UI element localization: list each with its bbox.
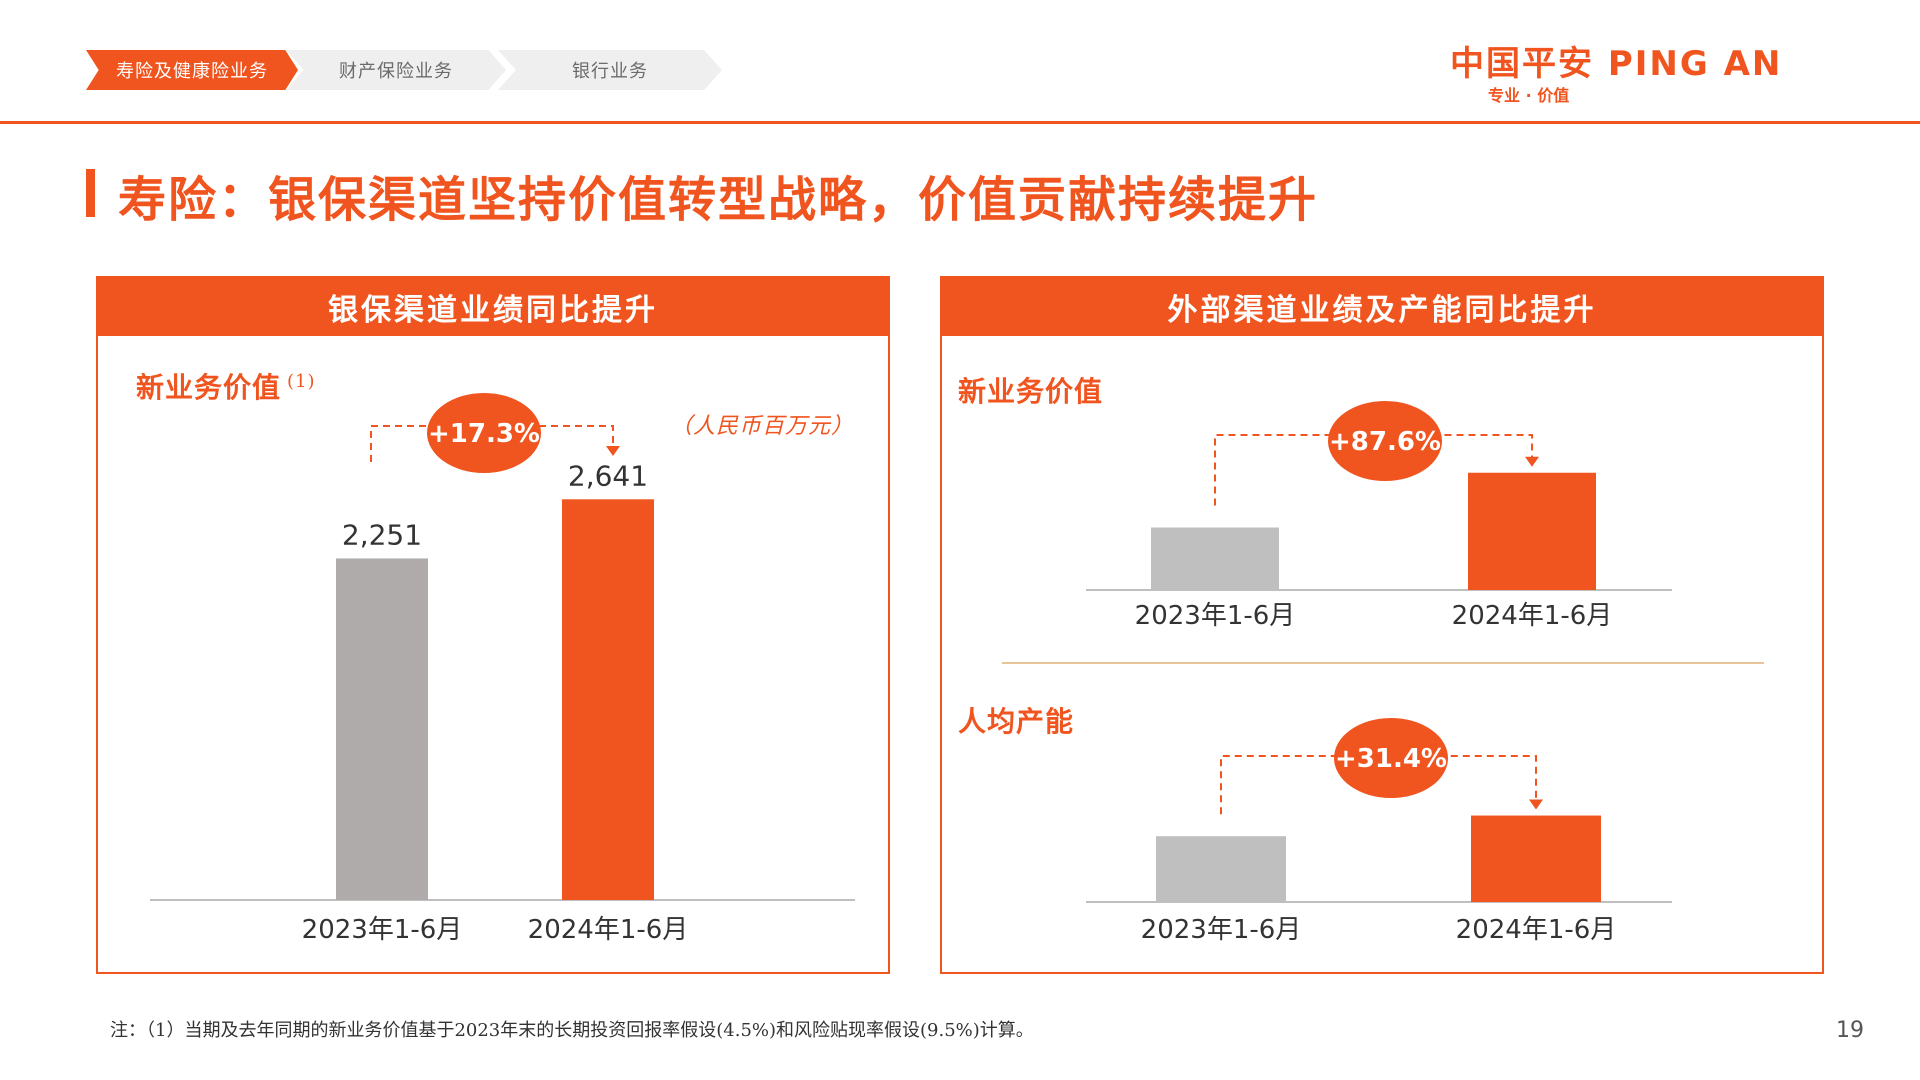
section-nbv-label: 新业务价值 (1) xyxy=(136,366,316,406)
section-productivity-label: 人均产能 xyxy=(958,705,1075,738)
chart-2-category-label: 2024年1-6月 xyxy=(1456,915,1617,945)
logo-tagline: 专业 · 价值 xyxy=(1488,86,1570,105)
chart-1-bar-2023 xyxy=(1151,527,1279,590)
chart-1-category-label: 2023年1-6月 xyxy=(1135,601,1296,631)
chart-0-value-label: 2,251 xyxy=(342,518,422,551)
chart-1-bar-2024 xyxy=(1468,472,1596,590)
chart-0-arrowhead xyxy=(606,446,620,456)
chart-1-growth-label: +87.6% xyxy=(1329,427,1441,457)
chart-2-arrowhead xyxy=(1529,799,1543,810)
panel-external-channel-header: 外部渠道业绩及产能同比提升 xyxy=(942,278,1822,336)
panel-bancassurance-header: 银保渠道业绩同比提升 xyxy=(98,278,888,336)
chart-2-growth-label: +31.4% xyxy=(1335,744,1447,774)
tab-banking[interactable]: 银行业务 xyxy=(498,50,722,90)
chart-2-bar-2024 xyxy=(1471,815,1601,902)
chart-0-bar-2024 xyxy=(562,499,654,900)
page-title: 寿险：银保渠道坚持价值转型战略，价值贡献持续提升 xyxy=(118,172,1319,228)
section-divider xyxy=(1002,662,1764,664)
chart-0-value-label: 2,641 xyxy=(568,459,648,492)
breadcrumb: 寿险及健康险业务 财产保险业务 银行业务 xyxy=(86,50,746,90)
header-rule xyxy=(0,121,1920,124)
tab-life-health[interactable]: 寿险及健康险业务 xyxy=(86,50,298,90)
logo-wordmark: 中国平安 PING AN xyxy=(1450,44,1783,84)
chart-2-growth-badge xyxy=(1334,718,1448,798)
unit-label: （人民币百万元） xyxy=(670,414,855,439)
title-accent-bar xyxy=(86,169,95,217)
section-external-nbv-label: 新业务价值 xyxy=(958,375,1104,408)
panel-external-channel: 外部渠道业绩及产能同比提升 xyxy=(940,276,1824,974)
chart-1-arrowhead xyxy=(1525,456,1539,467)
chart-0-category-label: 2023年1-6月 xyxy=(302,915,463,945)
chart-0-growth-badge xyxy=(427,393,541,473)
chart-0-category-label: 2024年1-6月 xyxy=(528,915,689,945)
chart-0-growth-label: +17.3% xyxy=(428,419,540,449)
footnote-marker: (1) xyxy=(287,370,316,392)
chart-1-category-label: 2024年1-6月 xyxy=(1452,601,1613,631)
chart-2-category-label: 2023年1-6月 xyxy=(1141,915,1302,945)
chart-2-growth-connector xyxy=(1220,755,1537,815)
ping-an-logo: 中国平安 PING AN 专业 · 价值 xyxy=(1450,36,1820,106)
footnote: 注：（1）当期及去年同期的新业务价值基于2023年末的长期投资回报率假设(4.5… xyxy=(110,1020,1034,1041)
panel-bancassurance: 银保渠道业绩同比提升 xyxy=(96,276,890,974)
chart-2-bar-2023 xyxy=(1156,836,1286,902)
page-number: 19 xyxy=(1836,1018,1864,1043)
chart-1-growth-badge xyxy=(1328,401,1442,481)
tab-property-casualty[interactable]: 财产保险业务 xyxy=(286,50,506,90)
chart-0-bar-2023 xyxy=(336,558,428,900)
section-nbv-text: 新业务价值 xyxy=(136,371,282,404)
